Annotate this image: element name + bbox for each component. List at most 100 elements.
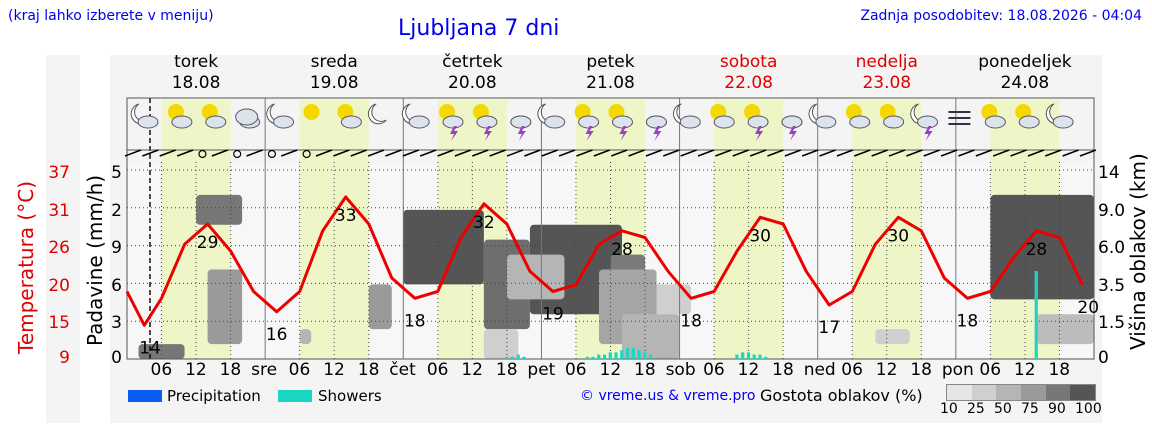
temperature-tick: 26 (48, 238, 70, 258)
wind-calm-mark (198, 149, 207, 159)
x-hour-label: 12 (185, 360, 207, 380)
daylight-band (299, 100, 369, 359)
wind-barb (402, 149, 420, 157)
temperature-tick: 15 (48, 313, 70, 333)
copyright-link[interactable]: © vreme.us & vreme.pro (580, 388, 756, 404)
wind-barb (385, 149, 402, 157)
x-hour-label: 06 (426, 360, 449, 380)
wind-barb (419, 149, 437, 157)
day-name: nedelja (855, 52, 918, 72)
wind-barb (211, 149, 229, 157)
cloud-thunder-icon (510, 115, 532, 141)
wind-barb (663, 149, 680, 157)
cloud-mass (368, 284, 392, 330)
showers-swatch (278, 390, 312, 402)
x-hour-label: 12 (737, 360, 760, 380)
wind-barb (819, 149, 836, 157)
temperature-extreme-label: 28 (611, 240, 633, 260)
temperature-extreme-label: 14 (139, 338, 161, 358)
x-hour-label: 18 (772, 360, 794, 380)
sun-thunder-icon (574, 104, 600, 141)
x-hour-label: 06 (703, 360, 725, 380)
shower-bar (643, 352, 647, 359)
temperature-axis-label: Temperatura (°C) (14, 180, 38, 354)
wind-barb (767, 149, 784, 157)
temperature-extreme-label: 20 (1077, 298, 1099, 318)
sun-thunder-icon (608, 104, 633, 141)
wind-barb (454, 149, 472, 157)
sun-cloud-icon (337, 104, 362, 129)
day-date: 24.08 (1000, 73, 1050, 93)
wind-barb (159, 149, 176, 157)
temperature-tick: 31 (48, 201, 70, 221)
precipitation-swatch (128, 390, 162, 402)
wind-barb (715, 149, 732, 157)
fog-icon (948, 111, 971, 125)
wind-barb (472, 149, 489, 157)
moon-cloud-icon (1045, 103, 1074, 129)
shower-bar (746, 352, 751, 359)
page-title: Ljubljana 7 dni (398, 16, 560, 41)
temperature-extreme-label: 17 (818, 318, 840, 338)
x-hour-label: 18 (1048, 360, 1071, 380)
cloud-icon (235, 108, 261, 129)
precipitation-tick: 3 (111, 313, 122, 333)
temperature-extreme-label: 18 (680, 311, 702, 331)
temperature-tick: 20 (48, 276, 70, 296)
sun-cloud-icon (981, 104, 1006, 129)
precipitation-tick: 5 (111, 163, 122, 183)
shower-bar (625, 348, 630, 359)
cloud-mass (299, 329, 312, 345)
day-name: ponedeljek (978, 52, 1072, 72)
cloud-mass (483, 329, 519, 359)
shower-bar (591, 356, 595, 359)
day-date: 22.08 (724, 73, 773, 93)
cloud-height-tick: 14 (1098, 163, 1120, 183)
wind-barb (645, 149, 663, 157)
wind-barb (923, 149, 940, 157)
wind-barb (610, 149, 628, 157)
density-tick: 50 (994, 401, 1012, 417)
temperature-extreme-label: 29 (197, 233, 219, 253)
daylight-band (714, 100, 784, 359)
location-hint[interactable]: (kraj lahko izberete v meniju) (8, 8, 214, 24)
wind-calm-mark (267, 149, 277, 159)
day-date: 23.08 (862, 73, 912, 93)
wind-barb (246, 149, 263, 157)
sun-cloud-icon (710, 104, 735, 129)
wind-barb (1045, 149, 1062, 157)
shower-bar (620, 350, 624, 359)
density-tick: 25 (967, 401, 985, 417)
wind-barb (1027, 149, 1045, 157)
wind-barb (975, 149, 993, 157)
x-hour-label: 06 (288, 360, 311, 380)
temperature-extreme-label: 28 (1026, 240, 1048, 260)
shower-bar (585, 356, 589, 359)
day-date: 19.08 (309, 73, 359, 93)
moon-cloud-icon (673, 103, 701, 129)
sun-cloud-icon (201, 104, 227, 129)
shower-bar (522, 356, 526, 359)
moon-cloud-icon (537, 103, 566, 129)
wind-barb (593, 149, 611, 157)
day-date: 21.08 (586, 73, 635, 93)
x-day-label: pet (527, 360, 556, 380)
wind-calm-mark (233, 149, 242, 159)
x-hour-label: 12 (875, 360, 898, 380)
cloud-mass (990, 194, 1094, 300)
cloud-height-tick: 3.5 (1098, 276, 1126, 296)
shower-bar (741, 352, 745, 359)
wind-barb (854, 149, 871, 157)
density-tick: 10 (940, 401, 958, 417)
x-hour-label: 18 (219, 360, 242, 380)
shower-bar (602, 354, 607, 359)
moon-thunder-icon (910, 103, 939, 141)
x-hour-label: 06 (564, 360, 587, 380)
shower-bar (516, 354, 520, 359)
wind-barb (958, 149, 975, 157)
wind-barb (142, 149, 159, 157)
wind-barb (1079, 149, 1097, 157)
moon-icon (367, 103, 387, 125)
x-hour-label: 18 (910, 360, 932, 380)
